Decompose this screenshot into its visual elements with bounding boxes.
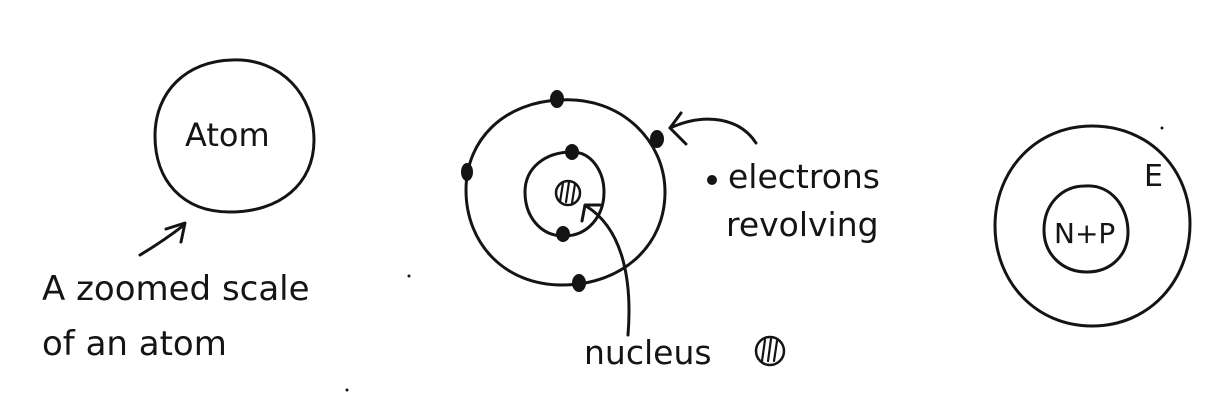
- electrons-label-line1: electrons: [728, 157, 880, 196]
- inner-nucleus: [1042, 184, 1130, 274]
- electron: [550, 90, 564, 108]
- outer-orbit: [464, 98, 667, 287]
- bullet-dot: [707, 175, 717, 185]
- pointer-arrowhead: [164, 221, 187, 244]
- electron: [461, 163, 473, 181]
- nucleus-arrowhead: [580, 203, 602, 223]
- nucleus-model: N+P E: [993, 124, 1192, 328]
- speck: [1160, 126, 1164, 130]
- nucleus-circle: [554, 179, 582, 207]
- electron: [565, 144, 579, 160]
- nucleus-arrow: [584, 204, 631, 337]
- speck: [345, 388, 349, 392]
- speck: [407, 274, 411, 278]
- nucleus-symbol: [754, 335, 786, 367]
- electrons-arrowhead: [668, 111, 688, 146]
- nucleus-hatch: [558, 180, 577, 205]
- electrons-label-line2: revolving: [726, 205, 879, 244]
- electrons-arrow: [668, 117, 758, 145]
- pointer-arrow: [138, 223, 186, 257]
- electron-symbol: E: [1144, 159, 1163, 194]
- bohr-model: electrons revolving nucleus: [461, 90, 880, 372]
- outer-shell: [993, 124, 1192, 328]
- atom-circle: [153, 58, 316, 214]
- nucleus-label: nucleus: [584, 333, 712, 372]
- inner-orbit: [523, 150, 606, 238]
- atom-caption-line2: of an atom: [42, 324, 227, 364]
- nucleus-np-label: N+P: [1054, 217, 1115, 250]
- atom-caption-line1: A zoomed scale: [42, 269, 310, 309]
- electron: [572, 274, 586, 292]
- atom-circle-label: Atom: [185, 116, 270, 154]
- electron: [650, 130, 664, 148]
- electron: [556, 226, 570, 242]
- atom-sketch: Atom A zoomed scale of an atom: [42, 58, 316, 364]
